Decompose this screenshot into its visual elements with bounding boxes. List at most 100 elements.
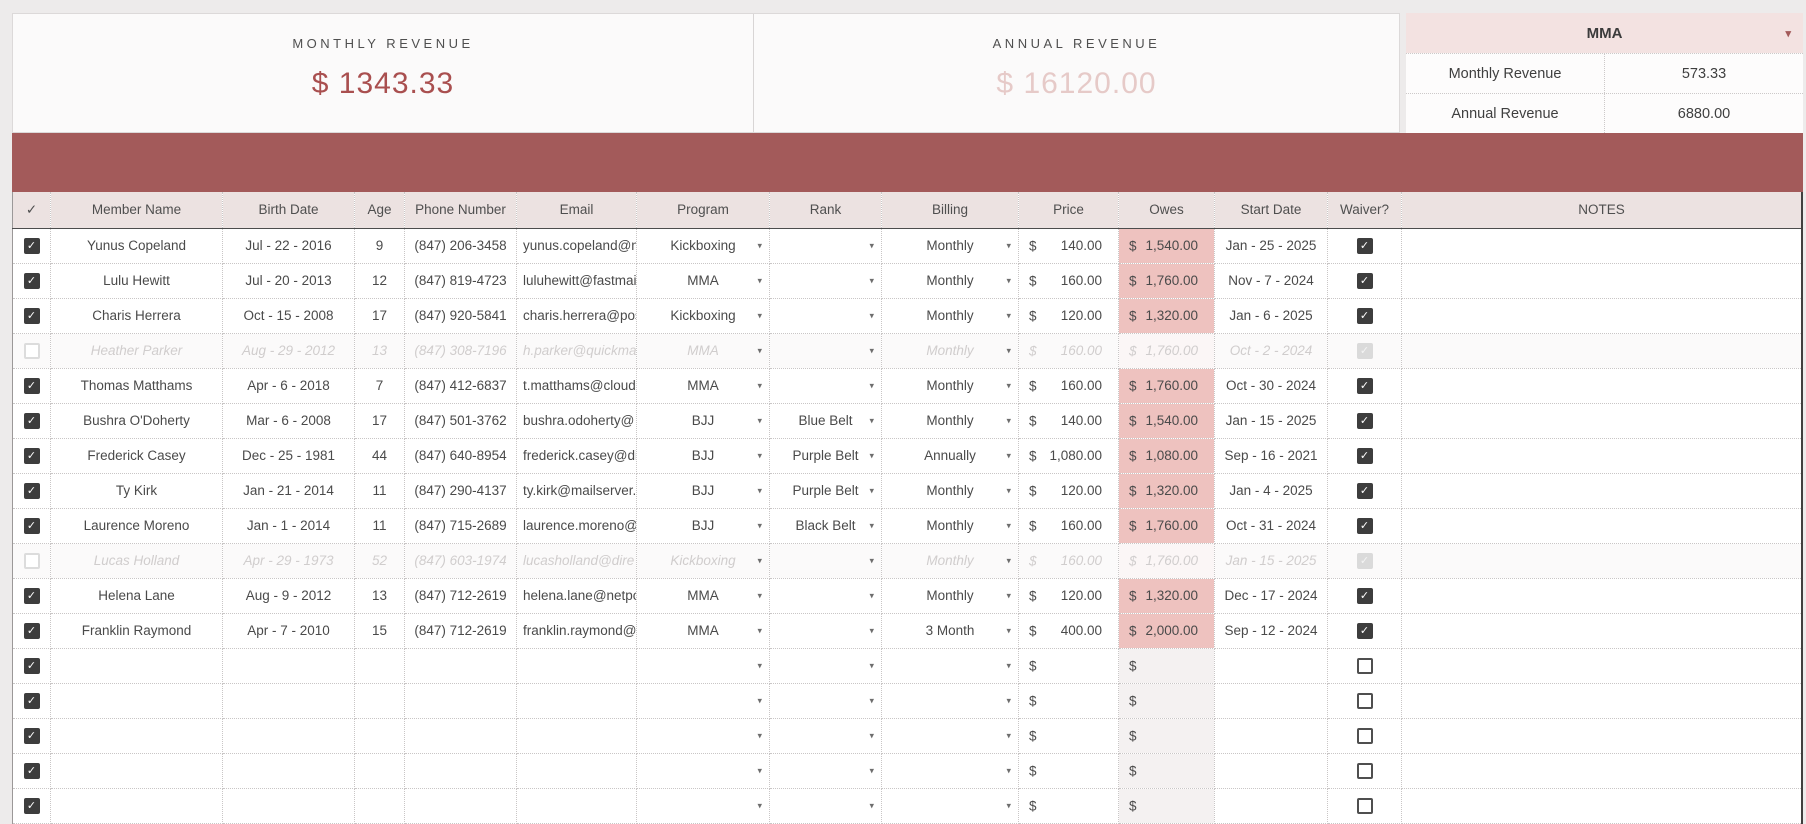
birth-date-cell[interactable]: Aug - 9 - 2012 — [222, 578, 355, 614]
phone-cell[interactable] — [404, 788, 517, 824]
start-date-cell[interactable] — [1214, 788, 1328, 824]
email-cell[interactable]: h.parker@quickma — [516, 333, 637, 369]
age-cell[interactable]: 52 — [354, 543, 405, 579]
notes-cell[interactable] — [1401, 508, 1803, 544]
member-name-cell[interactable]: Helena Lane — [50, 578, 223, 614]
member-name-cell[interactable]: Laurence Moreno — [50, 508, 223, 544]
waiver-cell[interactable]: ✓ — [1327, 263, 1402, 299]
rank-dropdown[interactable]: ▾ — [769, 578, 882, 614]
rank-dropdown[interactable]: ▾ — [769, 753, 882, 789]
rank-dropdown[interactable]: ▾ — [769, 368, 882, 404]
waiver-checkbox[interactable]: ✓ — [1356, 587, 1373, 604]
select-cell[interactable]: ✓ — [12, 578, 51, 614]
rank-dropdown[interactable]: ▾ — [769, 263, 882, 299]
billing-dropdown[interactable]: ▾ — [881, 648, 1019, 684]
owes-cell[interactable]: $ — [1118, 718, 1215, 754]
start-date-cell[interactable]: Jan - 15 - 2025 — [1214, 403, 1328, 439]
birth-date-cell[interactable]: Apr - 6 - 2018 — [222, 368, 355, 404]
select-cell[interactable]: ✓ — [12, 473, 51, 509]
billing-dropdown[interactable]: Monthly ▾ — [881, 368, 1019, 404]
birth-date-cell[interactable]: Jan - 1 - 2014 — [222, 508, 355, 544]
rank-dropdown[interactable]: Purple Belt ▾ — [769, 438, 882, 474]
phone-cell[interactable] — [404, 648, 517, 684]
start-date-cell[interactable]: Oct - 2 - 2024 — [1214, 333, 1328, 369]
billing-dropdown[interactable]: Monthly ▾ — [881, 578, 1019, 614]
program-dropdown[interactable]: ▾ — [636, 788, 770, 824]
rank-dropdown[interactable]: ▾ — [769, 718, 882, 754]
phone-cell[interactable] — [404, 683, 517, 719]
birth-date-cell[interactable] — [222, 683, 355, 719]
birth-date-cell[interactable]: Oct - 15 - 2008 — [222, 298, 355, 334]
program-dropdown[interactable]: ▾ — [636, 753, 770, 789]
phone-cell[interactable]: (847) 603-1974 — [404, 543, 517, 579]
phone-cell[interactable] — [404, 753, 517, 789]
billing-dropdown[interactable]: Monthly ▾ — [881, 508, 1019, 544]
age-cell[interactable]: 12 — [354, 263, 405, 299]
owes-cell[interactable]: $1,320.00 — [1118, 298, 1215, 334]
price-cell[interactable]: $160.00 — [1018, 333, 1119, 369]
rank-dropdown[interactable]: Black Belt ▾ — [769, 508, 882, 544]
select-cell[interactable]: ✓ — [12, 648, 51, 684]
price-cell[interactable]: $ — [1018, 683, 1119, 719]
notes-cell[interactable] — [1401, 578, 1803, 614]
row-select-checkbox[interactable]: ✓ — [23, 517, 40, 534]
member-name-cell[interactable]: Charis Herrera — [50, 298, 223, 334]
price-cell[interactable]: $160.00 — [1018, 508, 1119, 544]
row-select-checkbox[interactable]: ✓ — [23, 727, 40, 744]
billing-dropdown[interactable]: Monthly ▾ — [881, 473, 1019, 509]
start-date-cell[interactable]: Dec - 17 - 2024 — [1214, 578, 1328, 614]
price-cell[interactable]: $120.00 — [1018, 473, 1119, 509]
member-name-cell[interactable]: Bushra O'Doherty — [50, 403, 223, 439]
phone-cell[interactable]: (847) 412-6837 — [404, 368, 517, 404]
row-select-checkbox[interactable]: ✓ — [23, 412, 40, 429]
phone-cell[interactable]: (847) 712-2619 — [404, 578, 517, 614]
program-dropdown[interactable]: Kickboxing ▾ — [636, 543, 770, 579]
waiver-cell[interactable] — [1327, 648, 1402, 684]
billing-dropdown[interactable]: ▾ — [881, 753, 1019, 789]
billing-dropdown[interactable]: Monthly ▾ — [881, 298, 1019, 334]
billing-dropdown[interactable]: ▾ — [881, 718, 1019, 754]
price-cell[interactable]: $400.00 — [1018, 613, 1119, 649]
phone-cell[interactable]: (847) 308-7196 — [404, 333, 517, 369]
member-name-cell[interactable]: Heather Parker — [50, 333, 223, 369]
email-cell[interactable]: yunus.copeland@n — [516, 228, 637, 264]
row-select-checkbox[interactable]: ✓ — [23, 657, 40, 674]
notes-cell[interactable] — [1401, 438, 1803, 474]
owes-cell[interactable]: $1,540.00 — [1118, 403, 1215, 439]
member-name-cell[interactable]: Lucas Holland — [50, 543, 223, 579]
select-cell[interactable]: ✓ — [12, 368, 51, 404]
owes-cell[interactable]: $1,320.00 — [1118, 473, 1215, 509]
age-cell[interactable] — [354, 753, 405, 789]
select-cell[interactable]: ✓ — [12, 683, 51, 719]
notes-cell[interactable] — [1401, 788, 1803, 824]
price-cell[interactable]: $160.00 — [1018, 368, 1119, 404]
age-cell[interactable] — [354, 648, 405, 684]
age-cell[interactable] — [354, 788, 405, 824]
waiver-cell[interactable]: ✓ — [1327, 543, 1402, 579]
owes-cell[interactable]: $ — [1118, 683, 1215, 719]
waiver-checkbox[interactable]: ✓ — [1356, 272, 1373, 289]
row-select-checkbox[interactable] — [23, 342, 40, 359]
program-dropdown[interactable]: Kickboxing ▾ — [636, 228, 770, 264]
row-select-checkbox[interactable]: ✓ — [23, 237, 40, 254]
start-date-cell[interactable] — [1214, 683, 1328, 719]
program-dropdown[interactable]: MMA ▾ — [636, 368, 770, 404]
rank-dropdown[interactable]: ▾ — [769, 333, 882, 369]
start-date-cell[interactable] — [1214, 648, 1328, 684]
rank-dropdown[interactable]: ▾ — [769, 228, 882, 264]
rank-dropdown[interactable]: ▾ — [769, 648, 882, 684]
billing-dropdown[interactable]: Monthly ▾ — [881, 543, 1019, 579]
email-cell[interactable]: laurence.moreno@ — [516, 508, 637, 544]
program-selector[interactable]: MMA ▾ — [1406, 13, 1803, 53]
start-date-cell[interactable]: Jan - 4 - 2025 — [1214, 473, 1328, 509]
rank-dropdown[interactable]: ▾ — [769, 788, 882, 824]
select-cell[interactable]: ✓ — [12, 753, 51, 789]
row-select-checkbox[interactable]: ✓ — [23, 377, 40, 394]
waiver-checkbox[interactable]: ✓ — [1356, 342, 1373, 359]
notes-cell[interactable] — [1401, 753, 1803, 789]
waiver-checkbox[interactable]: ✓ — [1356, 447, 1373, 464]
email-cell[interactable]: t.matthams@cloud — [516, 368, 637, 404]
select-cell[interactable]: ✓ — [12, 403, 51, 439]
owes-cell[interactable]: $1,760.00 — [1118, 543, 1215, 579]
rank-dropdown[interactable]: ▾ — [769, 683, 882, 719]
